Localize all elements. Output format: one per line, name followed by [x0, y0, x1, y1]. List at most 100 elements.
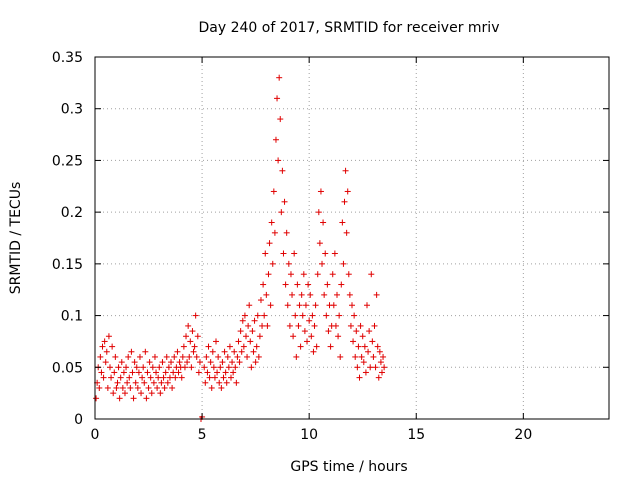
data-point: [194, 333, 201, 340]
data-point: [298, 291, 305, 298]
y-tick-labels: 0 0.05 0.1 0.15 0.2 0.25 0.3 0.35: [52, 50, 83, 428]
data-point: [130, 395, 137, 402]
data-point: [322, 250, 329, 257]
data-point: [172, 374, 179, 381]
y-tick-label: 0: [74, 412, 83, 428]
data-point: [271, 229, 278, 236]
data-point: [218, 384, 225, 391]
x-tick-label: 0: [91, 427, 100, 443]
data-point: [110, 390, 117, 397]
data-point: [301, 328, 308, 335]
data-point: [343, 229, 350, 236]
data-point: [140, 364, 147, 371]
data-point: [206, 374, 213, 381]
data-point: [380, 353, 387, 360]
data-point: [118, 359, 125, 366]
data-point: [286, 322, 293, 329]
y-tick-label: 0.25: [52, 153, 83, 169]
data-point: [210, 364, 217, 371]
data-point: [281, 198, 288, 205]
data-point: [233, 379, 240, 386]
data-points: [93, 74, 388, 422]
data-point: [161, 384, 168, 391]
data-point: [345, 271, 352, 278]
data-point: [272, 136, 279, 143]
data-point: [299, 312, 306, 319]
data-point: [372, 364, 379, 371]
data-point: [113, 384, 120, 391]
data-point: [377, 359, 384, 366]
data-point: [222, 369, 229, 376]
data-point: [242, 333, 249, 340]
data-point: [213, 338, 220, 345]
data-point: [195, 369, 202, 376]
data-point: [305, 281, 312, 288]
data-point: [253, 343, 260, 350]
data-point: [309, 312, 316, 319]
data-point: [359, 333, 366, 340]
data-point: [361, 343, 368, 350]
data-point: [378, 369, 385, 376]
y-axis-label: SRMTID / TECUs: [8, 182, 24, 295]
data-point: [306, 317, 313, 324]
data-point: [366, 328, 373, 335]
data-point: [141, 379, 148, 386]
x-tick-label: 10: [300, 427, 318, 443]
data-point: [302, 302, 309, 309]
data-point: [300, 271, 307, 278]
data-point: [163, 353, 170, 360]
data-point: [160, 374, 167, 381]
data-point: [144, 369, 151, 376]
data-point: [254, 312, 261, 319]
data-point: [365, 348, 372, 355]
data-point: [146, 359, 153, 366]
data-point: [174, 348, 181, 355]
data-point: [126, 374, 133, 381]
data-point: [189, 328, 196, 335]
data-point: [277, 116, 284, 123]
data-point: [315, 209, 322, 216]
data-point: [331, 250, 338, 257]
data-point: [278, 209, 285, 216]
data-point: [135, 369, 142, 376]
data-point: [275, 157, 282, 164]
data-point: [283, 229, 290, 236]
data-point: [155, 374, 162, 381]
data-point: [170, 369, 177, 376]
data-point: [340, 260, 347, 267]
data-point: [133, 364, 140, 371]
data-point: [190, 348, 197, 355]
data-point: [191, 343, 198, 350]
data-point: [157, 390, 164, 397]
data-point: [143, 395, 150, 402]
data-point: [321, 291, 328, 298]
data-point: [251, 317, 258, 324]
data-point: [356, 374, 363, 381]
data-point: [250, 348, 257, 355]
data-point: [307, 291, 314, 298]
data-point: [208, 384, 215, 391]
data-point: [256, 333, 263, 340]
data-point: [115, 364, 122, 371]
data-point: [323, 312, 330, 319]
data-point: [220, 374, 227, 381]
data-point: [350, 338, 357, 345]
data-point: [142, 348, 149, 355]
data-point: [238, 348, 245, 355]
data-point: [232, 364, 239, 371]
data-point: [217, 364, 224, 371]
data-point: [296, 302, 303, 309]
data-point: [291, 250, 298, 257]
data-point: [226, 343, 233, 350]
data-point: [337, 353, 344, 360]
data-point: [289, 291, 296, 298]
data-point: [325, 328, 332, 335]
data-point: [245, 322, 252, 329]
data-point: [370, 353, 377, 360]
data-point: [338, 281, 345, 288]
data-point: [188, 364, 195, 371]
data-point: [368, 271, 375, 278]
data-point: [98, 369, 105, 376]
data-point: [263, 291, 270, 298]
